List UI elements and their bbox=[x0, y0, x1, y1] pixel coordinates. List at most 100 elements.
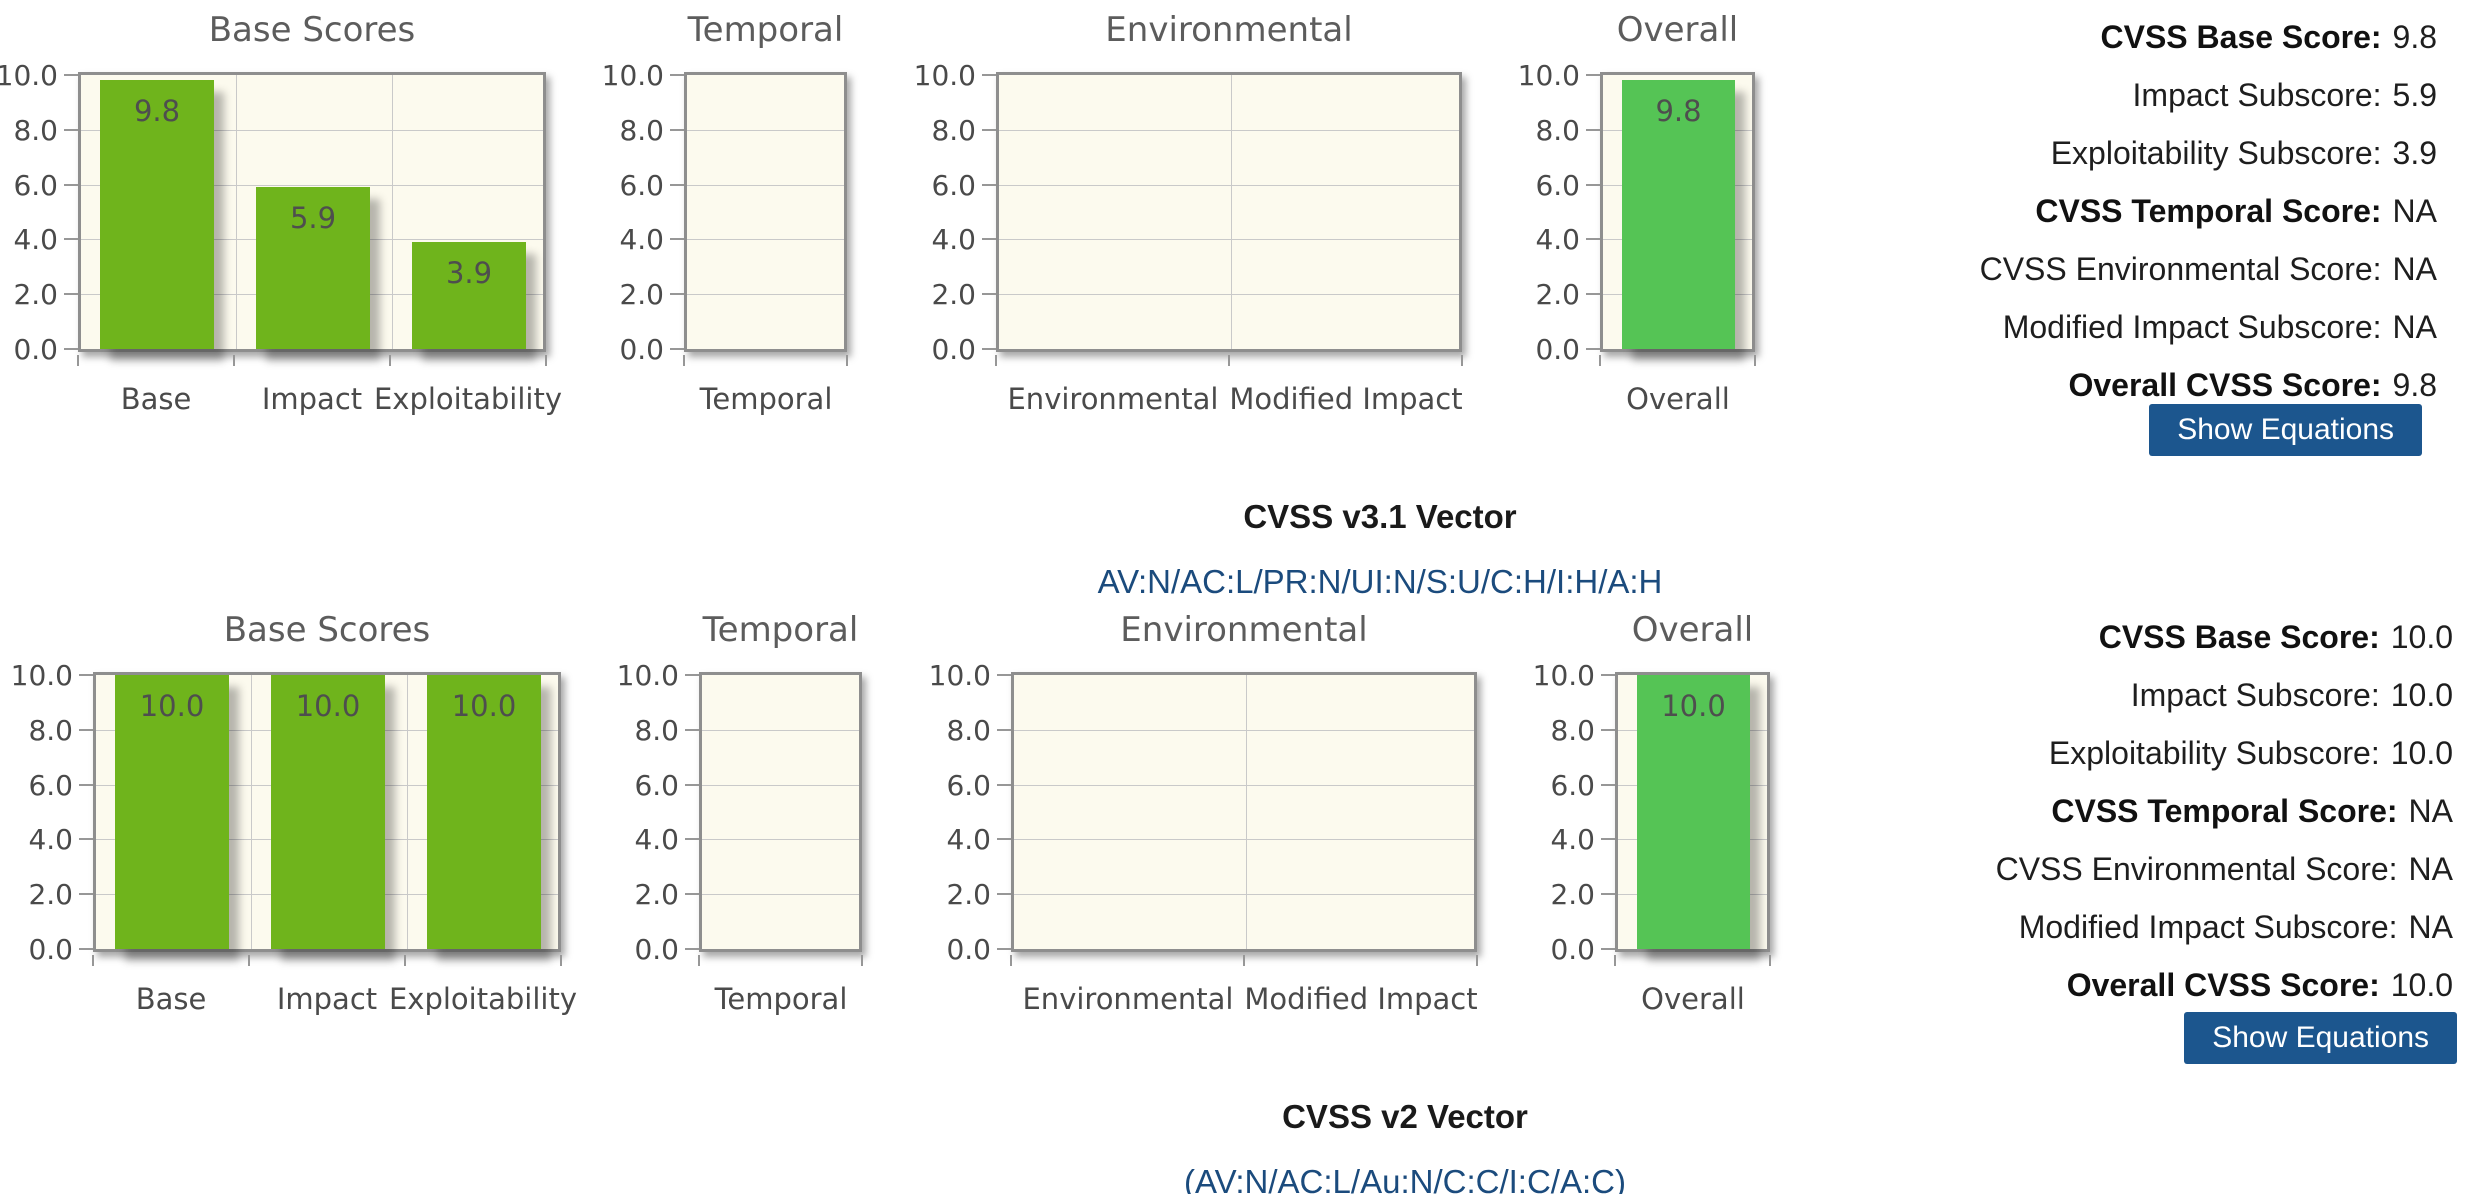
y-tick-mark bbox=[685, 674, 699, 676]
y-tick-label: 6.0 bbox=[619, 169, 664, 202]
y-tick-label: 4.0 bbox=[946, 823, 991, 856]
y-tick-mark bbox=[1601, 729, 1615, 731]
bar-exploitability bbox=[427, 675, 541, 949]
score-value: NA bbox=[2392, 251, 2437, 287]
show-equations-button[interactable]: Show Equations bbox=[2149, 404, 2422, 456]
score-line: CVSS Environmental Score: NA bbox=[1996, 840, 2453, 898]
gridline bbox=[687, 130, 844, 131]
bar-exploitability bbox=[412, 242, 526, 349]
score-line: Impact Subscore: 5.9 bbox=[1980, 66, 2437, 124]
score-value: NA bbox=[2408, 909, 2453, 945]
bar-value-label: 10.0 bbox=[139, 689, 205, 723]
score-label: Overall CVSS Score: bbox=[2068, 367, 2382, 403]
y-tick-mark bbox=[79, 948, 93, 950]
x-tick-mark bbox=[861, 955, 863, 966]
x-tick-mark bbox=[1599, 355, 1601, 366]
vector-link[interactable]: (AV:N/AC:L/Au:N/C:C/I:C/A:C) bbox=[1184, 1163, 1626, 1194]
score-value: 10.0 bbox=[2390, 619, 2453, 655]
y-tick-mark bbox=[997, 948, 1011, 950]
score-line: Modified Impact Subscore: NA bbox=[1980, 298, 2437, 356]
gridline bbox=[1014, 894, 1474, 895]
y-tick-label: 2.0 bbox=[28, 878, 73, 911]
vector-link[interactable]: AV:N/AC:L/PR:N/UI:N/S:U/C:H/I:H/A:H bbox=[1097, 563, 1663, 600]
gridline bbox=[81, 239, 543, 240]
y-tick-label: 6.0 bbox=[946, 769, 991, 802]
gridline bbox=[687, 185, 844, 186]
y-tick-label: 2.0 bbox=[946, 878, 991, 911]
y-tick-label: 8.0 bbox=[931, 114, 976, 147]
x-tick-mark bbox=[545, 355, 547, 366]
y-tick-mark bbox=[64, 238, 78, 240]
x-category-label: Base bbox=[120, 382, 192, 416]
y-tick-label: 8.0 bbox=[1550, 714, 1595, 747]
slot-separator bbox=[407, 675, 408, 949]
gridline bbox=[687, 239, 844, 240]
score-label: Impact Subscore: bbox=[2132, 77, 2382, 113]
y-tick-label: 2.0 bbox=[619, 278, 664, 311]
score-line: CVSS Base Score: 10.0 bbox=[1996, 608, 2453, 666]
cvss-v3-1-score-panel: CVSS Base Score: 9.8 Impact Subscore: 5.9 Ex… bbox=[1980, 8, 2437, 414]
score-line: Exploitability Subscore: 3.9 bbox=[1980, 124, 2437, 182]
y-tick-mark bbox=[1601, 784, 1615, 786]
x-category-label: Environmental bbox=[1022, 982, 1234, 1016]
bar-impact bbox=[271, 675, 385, 949]
bar-overall bbox=[1622, 80, 1735, 349]
score-value: 10.0 bbox=[2390, 967, 2453, 1003]
gridline bbox=[96, 785, 558, 786]
gridline bbox=[702, 839, 859, 840]
slot-separator bbox=[236, 75, 237, 349]
y-tick-label: 4.0 bbox=[634, 823, 679, 856]
score-label: CVSS Temporal Score: bbox=[2051, 793, 2398, 829]
bar-impact bbox=[256, 187, 370, 349]
y-tick-mark bbox=[1601, 838, 1615, 840]
y-tick-mark bbox=[670, 129, 684, 131]
y-tick-label: 10.0 bbox=[601, 59, 664, 92]
bar-value-label: 9.8 bbox=[133, 94, 181, 128]
y-tick-mark bbox=[1586, 348, 1600, 350]
score-label: Exploitability Subscore: bbox=[2050, 135, 2382, 171]
y-tick-label: 6.0 bbox=[634, 769, 679, 802]
y-tick-label: 10.0 bbox=[928, 659, 991, 692]
y-tick-label: 0.0 bbox=[931, 333, 976, 366]
y-tick-mark bbox=[64, 129, 78, 131]
y-tick-mark bbox=[1586, 293, 1600, 295]
y-tick-label: 10.0 bbox=[10, 659, 73, 692]
x-category-label: Impact bbox=[261, 382, 363, 416]
gridline bbox=[1603, 239, 1752, 240]
chart-title: Base Scores bbox=[223, 610, 431, 650]
y-tick-mark bbox=[982, 74, 996, 76]
x-tick-mark bbox=[1754, 355, 1756, 366]
y-tick-label: 2.0 bbox=[1535, 278, 1580, 311]
chart-plot bbox=[1011, 672, 1477, 952]
gridline bbox=[96, 839, 558, 840]
y-tick-mark bbox=[670, 348, 684, 350]
show-equations-button[interactable]: Show Equations bbox=[2184, 1012, 2457, 1064]
y-tick-mark bbox=[1586, 129, 1600, 131]
chart-plot: 9.8 bbox=[1600, 72, 1755, 352]
gridline bbox=[999, 239, 1459, 240]
x-tick-mark bbox=[1243, 955, 1245, 966]
y-tick-mark bbox=[1586, 238, 1600, 240]
y-tick-mark bbox=[1601, 893, 1615, 895]
score-line: Modified Impact Subscore: NA bbox=[1996, 898, 2453, 956]
y-tick-label: 6.0 bbox=[1550, 769, 1595, 802]
gridline bbox=[999, 130, 1459, 131]
gridline bbox=[999, 185, 1459, 186]
x-tick-mark bbox=[233, 355, 235, 366]
x-tick-mark bbox=[1461, 355, 1463, 366]
bar-value-label: 10.0 bbox=[295, 689, 361, 723]
chart-title: Overall bbox=[1616, 10, 1739, 50]
y-tick-label: 8.0 bbox=[619, 114, 664, 147]
y-tick-label: 10.0 bbox=[913, 59, 976, 92]
y-tick-mark bbox=[982, 348, 996, 350]
chart-title: Environmental bbox=[1120, 610, 1368, 650]
y-tick-label: 8.0 bbox=[634, 714, 679, 747]
chart-title: Environmental bbox=[1105, 10, 1353, 50]
score-line: Overall CVSS Score: 9.8 bbox=[1980, 356, 2437, 414]
y-tick-label: 6.0 bbox=[28, 769, 73, 802]
y-tick-label: 6.0 bbox=[13, 169, 58, 202]
chart-plot bbox=[699, 672, 862, 952]
score-label: CVSS Environmental Score: bbox=[1979, 251, 2382, 287]
y-tick-label: 0.0 bbox=[28, 933, 73, 966]
y-tick-mark bbox=[982, 293, 996, 295]
